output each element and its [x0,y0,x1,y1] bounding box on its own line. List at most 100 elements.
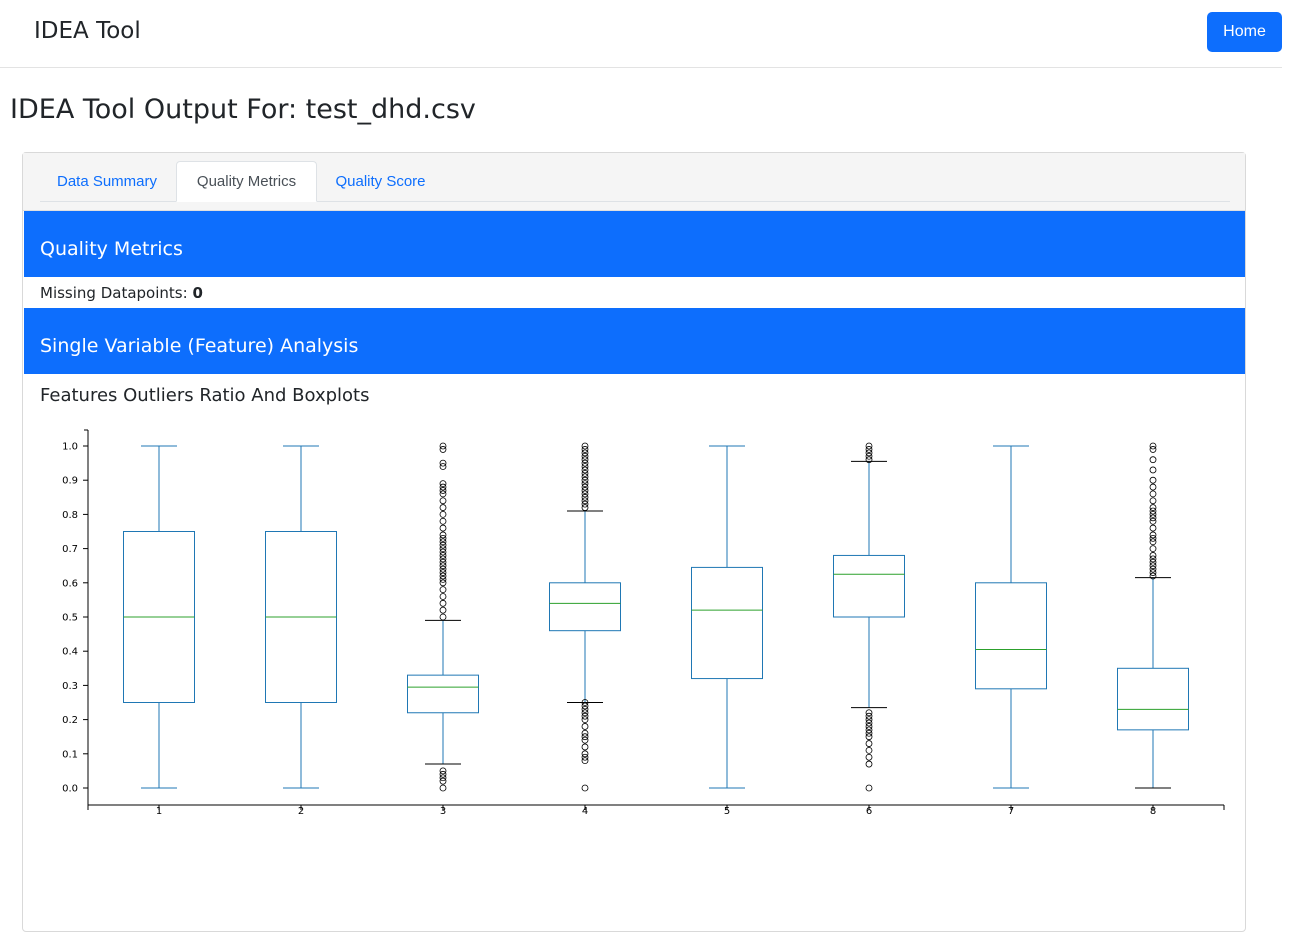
outlier-point [439,545,447,552]
iqr-box [975,582,1047,690]
results-card: Data Summary Quality Metrics Quality Sco… [22,152,1246,932]
outlier-point [1149,507,1157,515]
x-tick-label: 5 [724,806,730,817]
outlier-point [865,446,873,453]
y-tick: 0.4 [62,647,88,658]
boxplot-feature-8 [1117,442,1189,789]
outlier-point [865,784,873,792]
outlier-point [439,784,447,792]
x-tick-label: 2 [298,806,304,817]
outlier-point [439,569,447,576]
outlier-point [439,524,447,532]
brand-title[interactable]: IDEA Tool [34,18,141,44]
outlier-point [581,699,589,706]
outlier-point [581,476,589,484]
outlier-point [1149,476,1157,484]
y-tick-label: 0.9 [62,476,78,487]
outlier-point [1149,517,1157,525]
outlier-point [581,753,589,761]
outlier-point [581,459,589,467]
x-tick: 3 [440,805,446,817]
page-title: IDEA Tool Output For: test_dhd.csv [10,94,476,125]
y-tick-label: 0.4 [62,647,78,658]
outlier-point [439,459,447,467]
outlier-point [581,487,589,494]
outlier-point [865,709,873,717]
y-tick: 0.9 [62,476,88,487]
outlier-point [439,487,447,494]
outlier-point [439,517,447,525]
y-tick-label: 0.1 [62,749,78,760]
outlier-point [439,767,447,775]
tab-quality-metrics[interactable]: Quality Metrics [176,161,317,202]
missing-datapoints-label: Missing Datapoints: [40,284,188,302]
outlier-point [581,750,589,758]
home-button[interactable]: Home [1207,12,1282,52]
y-tick-label: 0.7 [62,544,78,555]
outlier-point [1149,497,1157,505]
y-tick: 0.6 [62,578,88,589]
y-tick-label: 0.8 [62,510,78,521]
y-tick-label: 0.3 [62,681,78,692]
outlier-point [581,442,589,450]
outlier-point [1149,442,1157,450]
x-tick: 6 [866,805,872,817]
tab-data-summary[interactable]: Data Summary [56,173,158,190]
tab-header: Data Summary Quality Metrics Quality Sco… [23,153,1245,211]
outlier-point [865,723,873,730]
outlier-point [439,555,447,563]
outlier-point [439,446,447,453]
outlier-point [1149,446,1157,453]
y-tick: 0.7 [62,544,88,555]
y-tick: 0.5 [62,613,88,624]
navbar: IDEA Tool Home [0,0,1282,68]
outlier-point [439,534,447,542]
outlier-point [439,480,447,488]
x-tick: 4 [582,805,588,817]
outlier-point [581,757,589,765]
outlier-point [581,712,589,720]
outlier-point [1149,466,1157,474]
outlier-point [439,593,447,600]
boxplot-feature-2 [265,445,337,789]
y-tick-label: 1.0 [62,442,78,453]
outlier-point [1149,490,1157,498]
outlier-point [439,774,447,782]
x-tick: 1 [156,805,162,817]
outlier-point [581,452,589,460]
y-tick: 0.1 [62,749,88,760]
y-tick-label: 0.2 [62,715,78,726]
outlier-point [439,497,447,505]
outlier-point [581,504,589,511]
outlier-point [439,483,447,491]
outlier-point [581,483,589,491]
x-tick-label: 1 [156,806,162,817]
outlier-point [581,493,589,501]
tabs-divider [40,201,1230,202]
outlier-point [581,500,589,508]
boxplot-feature-6 [833,442,905,792]
outlier-point [439,770,447,778]
x-tick: 2 [298,805,304,817]
outlier-point [865,753,873,761]
outlier-point [1149,569,1157,576]
y-tick-label: 0.0 [62,784,78,795]
iqr-box [407,674,479,714]
outlier-point [439,552,447,559]
outlier-point [439,599,447,607]
tab-quality-score[interactable]: Quality Score [335,173,426,190]
outlier-point [581,463,589,470]
y-axis: 0.0 0.1 0.2 0.3 0.4 0.5 0.6 0.7 0.8 0.9 1.0 [62,429,89,805]
outlier-point [581,716,589,723]
y-tick-label: 0.5 [62,613,78,624]
outlier-point [865,760,873,768]
outlier-point [865,456,873,464]
outlier-point [581,743,589,751]
outlier-point [581,729,589,737]
outlier-point [1149,552,1157,559]
outlier-point [439,442,447,450]
outlier-point [865,452,873,460]
outlier-point [581,705,589,713]
x-tick-label: 4 [582,806,588,817]
